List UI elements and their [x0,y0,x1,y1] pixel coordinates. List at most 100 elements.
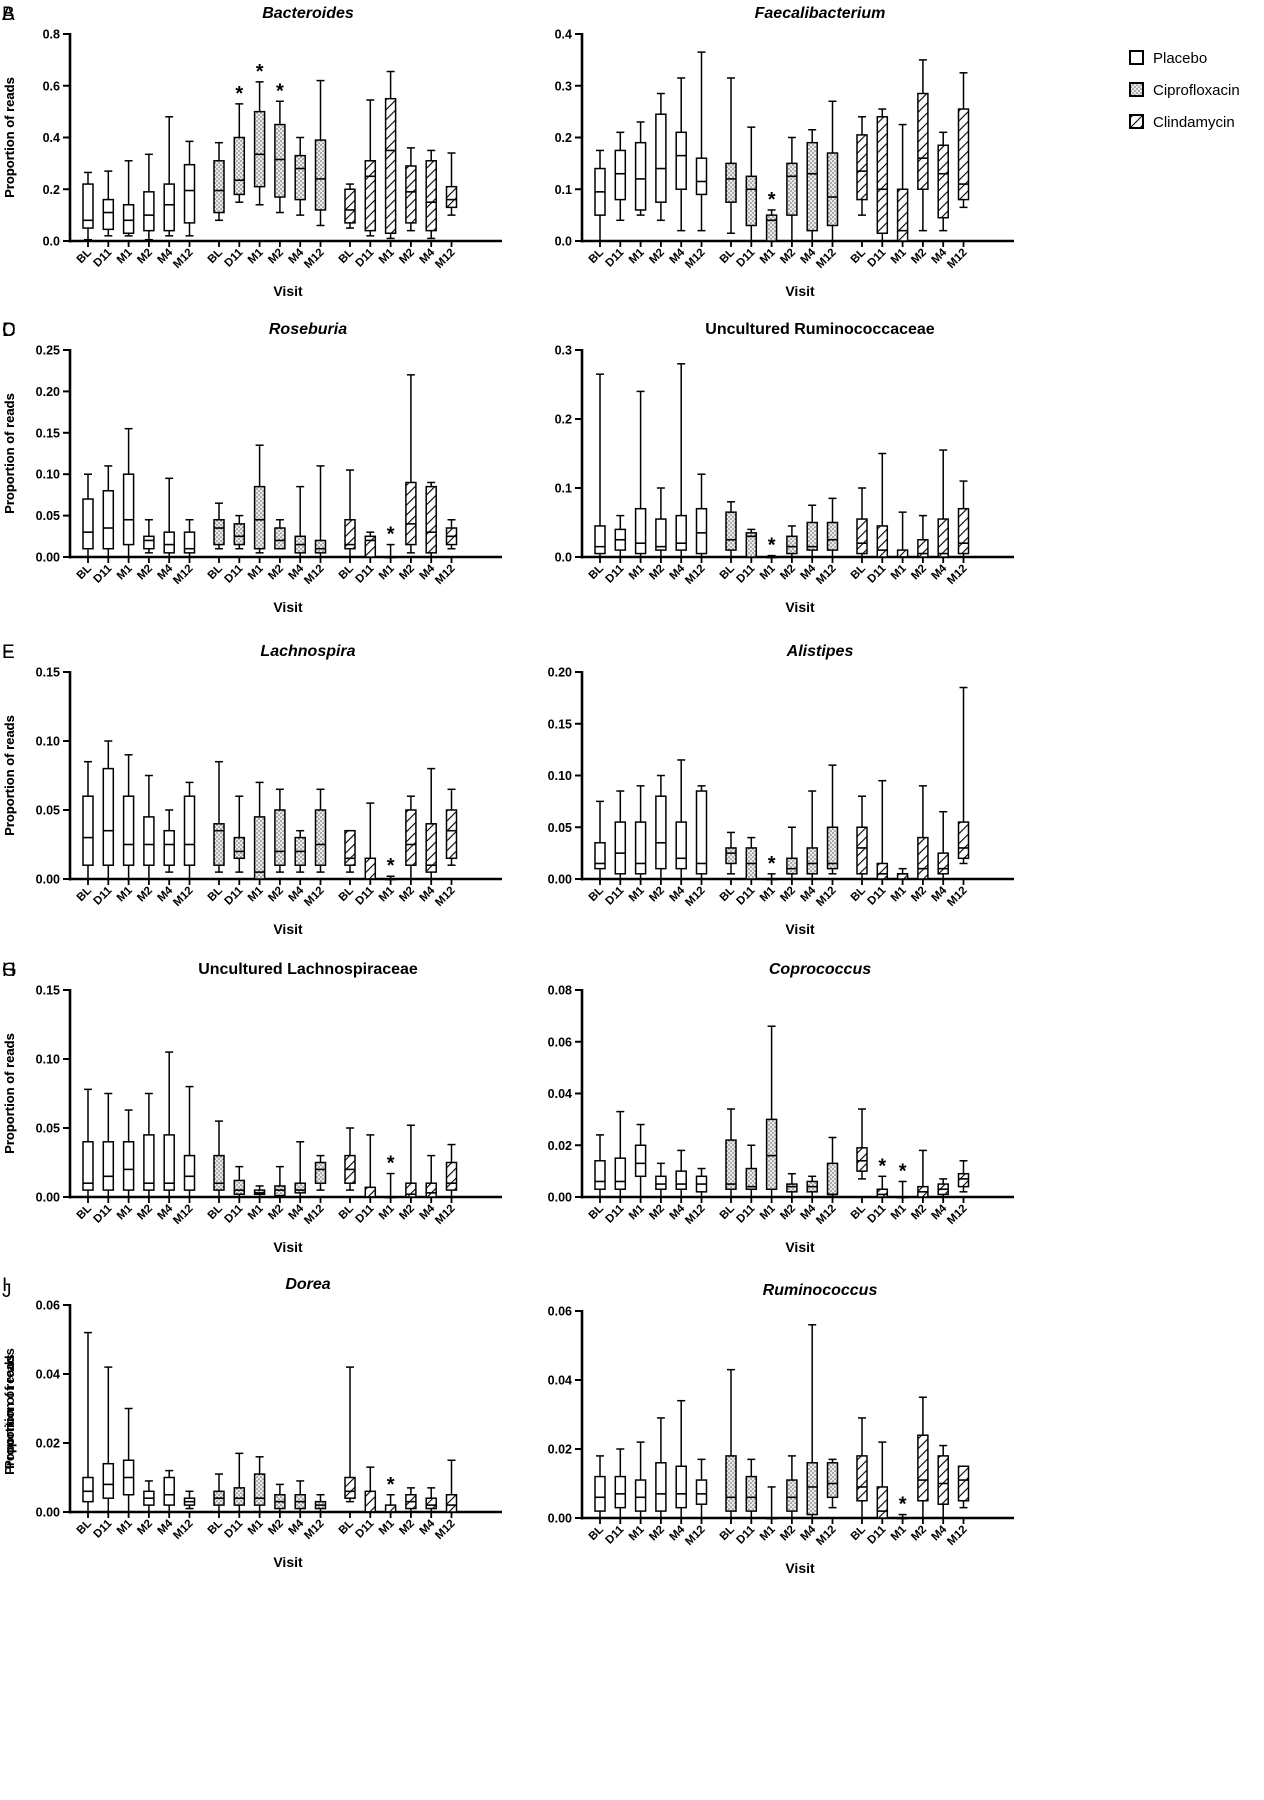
x-tick-label: D11 [734,246,757,269]
x-tick-label: D11 [865,562,888,585]
iqr-box [445,185,458,209]
box-ciprofloxacin-bl [213,502,225,550]
x-tick-label: D11 [734,562,757,585]
box-ciprofloxacin-m12 [314,788,327,873]
x-tick-label: M2 [397,885,417,905]
significance-marker: * [387,524,395,546]
x-tick-label: BL [849,885,868,904]
box-ciprofloxacin-m2 [274,1483,286,1513]
iqr-box [806,521,818,551]
iqr-box [675,1465,687,1509]
iqr-box [826,1462,839,1499]
y-tick-label: 0.4 [555,28,572,42]
iqr-box [937,1455,949,1505]
x-tick-label: M2 [778,247,798,267]
x-axis-label: Visit [785,921,815,937]
x-tick-label: M2 [909,563,929,583]
box-placebo-bl [594,1455,606,1519]
box-placebo-bl [82,473,94,558]
iqr-box [233,1179,246,1195]
legend-swatch [1129,82,1144,97]
box-ciprofloxacin-m4 [294,1141,306,1198]
box-placebo-m4 [675,363,687,558]
chart-title: Lachnospira [260,643,355,660]
x-tick-label: D11 [222,1202,245,1225]
iqr-box [856,1147,868,1172]
iqr-box [425,1182,437,1198]
box-placebo-m12 [695,1458,708,1519]
box-clindamycin-m1 [896,511,909,558]
box-ciprofloxacin-m12 [314,465,327,558]
iqr-box [82,183,94,229]
x-tick-label: M12 [433,885,457,909]
x-tick-label: M2 [135,563,155,583]
box-ciprofloxacin-m12 [826,1136,839,1198]
iqr-box [806,1462,818,1516]
iqr-box [163,1476,175,1506]
box-ciprofloxacin-m1 [253,81,266,206]
x-tick-label: M12 [945,1524,969,1548]
x-tick-label: M1 [115,246,135,266]
x-tick-label: M1 [758,1523,778,1543]
iqr-box [745,175,758,227]
iqr-box [675,821,687,870]
x-tick-label: M12 [171,1203,195,1227]
iqr-box [384,1504,397,1513]
iqr-box [594,525,606,555]
iqr-box [233,523,246,546]
iqr-box [344,829,356,866]
panel-b: B Faecalibacterium 0.0 0.1 0.2 0.3 0.4 Proporti… [2,4,1014,299]
box-placebo-d11 [102,740,115,880]
x-tick-label: M2 [647,885,667,905]
x-tick-label: M2 [135,885,155,905]
x-tick-label: D11 [91,246,114,269]
box-clindamycin-m1 [384,70,397,240]
x-tick-label: BL [718,1524,737,1543]
x-tick-label: M2 [397,563,417,583]
x-tick-label: BL [718,247,737,266]
box-clindamycin-d11 [364,802,377,880]
box-ciprofloxacin-m1 [253,781,266,880]
x-tick-label: BL [206,247,225,266]
box-placebo-m12 [183,1490,196,1510]
iqr-box [826,152,839,227]
iqr-box [102,1141,115,1191]
box-clindamycin-m12 [957,480,970,558]
box-clindamycin-bl [856,795,868,880]
iqr-box [213,160,225,214]
x-tick-label: BL [587,1203,606,1222]
significance-marker: * [256,61,264,83]
box-placebo-m2 [143,1092,155,1198]
box-clindamycin-m1 [896,867,909,880]
iqr-box [745,1167,758,1190]
x-tick-label: BL [75,247,94,266]
iqr-box [364,1490,377,1513]
x-tick-label: BL [75,1518,94,1537]
x-tick-label: M12 [683,885,707,909]
legend-entry-ciprofloxacin: Ciprofloxacin [1129,82,1240,99]
y-axis-label: Proportion of reads [2,1033,17,1154]
x-tick-label: M1 [889,1523,909,1543]
box-placebo-d11 [614,1448,627,1519]
iqr-box [876,1486,889,1519]
y-tick-label: 0.3 [555,79,572,93]
iqr-box [957,821,970,860]
box-placebo-m12 [183,781,196,880]
chart-title: Faecalibacterium [755,5,886,22]
iqr-box [143,191,155,232]
x-tick-label: M1 [758,562,778,582]
x-tick-label: M2 [647,563,667,583]
box-clindamycin-d11 [876,1175,889,1198]
iqr-box [614,821,627,875]
box-placebo-m12 [183,1085,196,1198]
x-tick-label: M12 [945,885,969,909]
box-placebo-m1 [122,1109,135,1198]
box-clindamycin-m2 [405,1487,417,1513]
box-ciprofloxacin-m2 [786,1172,798,1198]
iqr-box [183,1154,196,1191]
x-tick-label: BL [849,1524,868,1543]
x-tick-label: D11 [222,246,245,269]
iqr-box [344,1476,356,1499]
box-ciprofloxacin-bl [725,1368,737,1519]
y-tick-label: 0.06 [548,1305,572,1319]
